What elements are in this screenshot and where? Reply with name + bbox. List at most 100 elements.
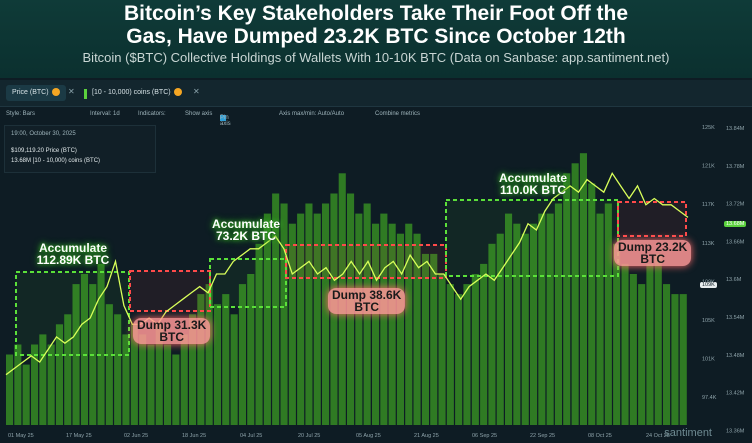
bar: [55, 324, 63, 425]
bar: [39, 334, 47, 425]
annotation-dump-2: Dump 38.6K BTC: [328, 288, 406, 314]
annotation-boxes: [15, 199, 687, 356]
style-select[interactable]: Style: Bars: [6, 111, 36, 117]
bar: [155, 324, 163, 425]
bar: [80, 274, 88, 425]
x-tick-label: 18 Jun 25: [182, 433, 206, 439]
bar: [430, 253, 438, 425]
bar: [588, 183, 596, 425]
indicators-select[interactable]: Indicators:: [138, 111, 166, 117]
bar: [446, 284, 454, 425]
bar: [629, 274, 637, 425]
bar: [505, 213, 513, 425]
bar: [596, 213, 604, 425]
bar: [47, 344, 55, 425]
x-tick-label: 04 Jul 25: [240, 433, 262, 439]
combine-metrics-button[interactable]: Combine metrics: [375, 111, 421, 117]
tab-holdings[interactable]: [10 - 10,000) coins (BTC): [86, 85, 188, 101]
bar: [197, 294, 205, 425]
bar: [147, 344, 155, 425]
tab-price-label: Price (BTC): [12, 89, 49, 96]
anno-line: BTC: [159, 330, 185, 344]
bar: [280, 203, 288, 425]
x-tick-label: 20 Jul 25: [298, 433, 320, 439]
left-axis-ticks: 125K 121K 117K 113K 109K 105K 101K 97.4K: [702, 125, 717, 401]
dump-box: [285, 244, 447, 279]
bar: [571, 163, 579, 426]
bar: [396, 233, 404, 425]
tooltip-holdings: 13.68M [10 - 10,000) coins (BTC): [11, 158, 101, 164]
bar: [305, 203, 313, 425]
bar: [546, 213, 554, 425]
holdings-tick-label: 13.72M: [726, 202, 745, 208]
price-tick-label: 121K: [702, 164, 715, 170]
bar: [322, 203, 330, 425]
bar: [563, 173, 571, 425]
accumulate-box: [15, 271, 130, 356]
bar: [247, 274, 255, 425]
x-tick-label: 21 Aug 25: [414, 433, 439, 439]
bar-series: [6, 153, 687, 426]
checkbox-icon: [220, 115, 226, 121]
bar: [613, 243, 621, 425]
bar: [31, 344, 39, 425]
price-tick-label: 125K: [702, 125, 715, 131]
dump-box: [617, 201, 687, 237]
holdings-tick-label: 13.66M: [726, 239, 745, 245]
bar: [180, 334, 188, 425]
bar: [297, 213, 305, 425]
bar: [272, 193, 280, 425]
tab-price[interactable]: Price (BTC): [6, 85, 66, 101]
bar: [213, 304, 221, 425]
bar: [164, 344, 172, 425]
tooltip-date: 19:00, October 30, 2025: [11, 131, 76, 137]
holdings-tick-label: 13.36M: [726, 428, 745, 434]
holdings-tick-label: 13.42M: [726, 391, 745, 397]
bar: [421, 253, 429, 425]
annotation-accumulate-3: Accumulate 110.0K BTC: [488, 172, 578, 196]
price-tick-label: 97.4K: [702, 395, 717, 401]
anno-line: Accumulate: [38, 241, 108, 255]
holdings-axis-badge: 13.68M: [724, 221, 747, 227]
bar: [122, 334, 130, 425]
right-axis-ticks: 13.84M 13.78M 13.72M 13.66M 13.6M 13.54M 13.48…: [726, 126, 745, 434]
anno-line: 110.0K BTC: [499, 183, 567, 197]
anno-line: Dump 31.3K: [137, 318, 207, 332]
interval-select[interactable]: Interval: 1d: [90, 111, 120, 117]
bar: [654, 253, 662, 425]
x-tick-label: 01 May 25: [8, 433, 34, 439]
holdings-tick-label: 13.84M: [726, 126, 745, 132]
axis-minmax-select[interactable]: Axis max/min: Auto/Auto: [279, 111, 345, 117]
bar: [513, 223, 521, 425]
bar: [313, 213, 321, 425]
close-tab-price-icon[interactable]: ✕: [68, 87, 75, 96]
bar: [521, 233, 529, 425]
bar: [604, 203, 612, 425]
anno-line: Accumulate: [211, 217, 281, 231]
bar: [114, 314, 122, 425]
bar: [646, 263, 654, 425]
holdings-tick-label: 13.48M: [726, 353, 745, 359]
anno-line: Accumulate: [498, 171, 568, 185]
bar: [130, 324, 138, 425]
tab-holdings-label: [10 - 10,000) coins (BTC): [92, 89, 171, 96]
annotation-accumulate-1: Accumulate 112.89K BTC: [28, 242, 118, 266]
x-tick-label: 05 Aug 25: [356, 433, 381, 439]
accumulate-box: [209, 258, 287, 308]
anno-line: Dump 23.2K: [618, 240, 688, 254]
bar: [663, 284, 671, 425]
annotation-dump-3: Dump 23.2K BTC: [614, 240, 692, 266]
bar: [579, 153, 587, 425]
chart-canvas: 01 May 25 17 May 25 02 Jun 25 18 Jun 25 04 J…: [5, 125, 745, 439]
pin-axis-label: Pin axis: [220, 115, 231, 127]
holdings-line: [5, 171, 689, 376]
show-axis-toggle[interactable]: Show axis: [185, 111, 213, 117]
bar: [6, 354, 14, 425]
holdings-tick-label: 13.78M: [726, 164, 745, 170]
bar: [372, 223, 380, 425]
header-banner: Bitcoin’s Key Stakeholders Take Their Fo…: [0, 0, 752, 78]
bar: [238, 284, 246, 425]
anno-line: 73.2K BTC: [215, 229, 277, 243]
close-tab-holdings-icon[interactable]: ✕: [193, 87, 200, 96]
price-tick-label: 113K: [702, 241, 715, 247]
